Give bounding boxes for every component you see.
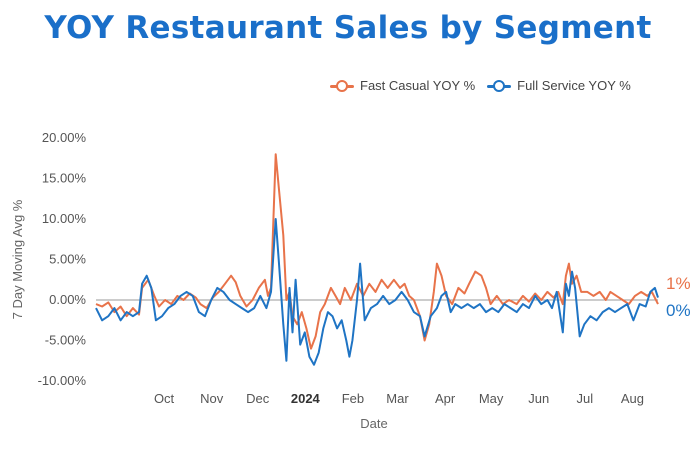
full-service-end-label: 0% [666,301,691,320]
x-axis: Oct Nov Dec 2024 Feb Mar Apr May Jun Jul Aug [154,391,644,406]
x-tick-label: Dec [246,391,270,406]
legend-item-full-service[interactable]: Full Service YOY % [487,78,631,93]
x-tick-label: Jul [576,391,593,406]
legend: Fast Casual YOY % Full Service YOY % [330,78,643,93]
fast-casual-swatch-icon [330,79,354,93]
chart-title: YOY Restaurant Sales by Segment [44,10,652,46]
y-axis-label: 7 Day Moving Avg % [10,199,25,319]
x-tick-label: Oct [154,391,175,406]
x-tick-label: Jun [528,391,549,406]
legend-label-full-service: Full Service YOY % [517,78,631,93]
legend-item-fast-casual[interactable]: Fast Casual YOY % [330,78,475,93]
y-tick-label: 5.00% [49,252,86,267]
x-axis-label: Date [360,416,387,431]
x-tick-label: Apr [435,391,456,406]
x-tick-label: Feb [342,391,364,406]
y-tick-label: 0.00% [49,292,86,307]
end-labels: 1%0% [666,274,691,320]
y-axis: 20.00% 15.00% 10.00% 5.00% 0.00% -5.00% -10.00… [38,130,87,388]
x-tick-label: Nov [200,391,224,406]
y-tick-label: 10.00% [42,211,87,226]
x-tick-label: Aug [621,391,644,406]
y-tick-label: 15.00% [42,171,87,186]
legend-label-fast-casual: Fast Casual YOY % [360,78,476,93]
y-tick-label: -5.00% [45,333,87,348]
y-tick-label: 20.00% [42,130,87,145]
y-tick-label: -10.00% [38,373,87,388]
full-service-swatch-ring [493,79,506,92]
fast-casual-swatch-ring [336,79,348,92]
full-service-swatch-icon [487,79,512,93]
fast-casual-end-label: 1% [666,274,691,293]
series-layer [95,153,659,366]
x-tick-label: 2024 [291,391,321,406]
x-tick-label: May [479,391,504,406]
full-service-series-line[interactable] [95,218,659,366]
fast-casual-series-line[interactable] [95,153,659,350]
x-tick-label: Mar [386,391,409,406]
